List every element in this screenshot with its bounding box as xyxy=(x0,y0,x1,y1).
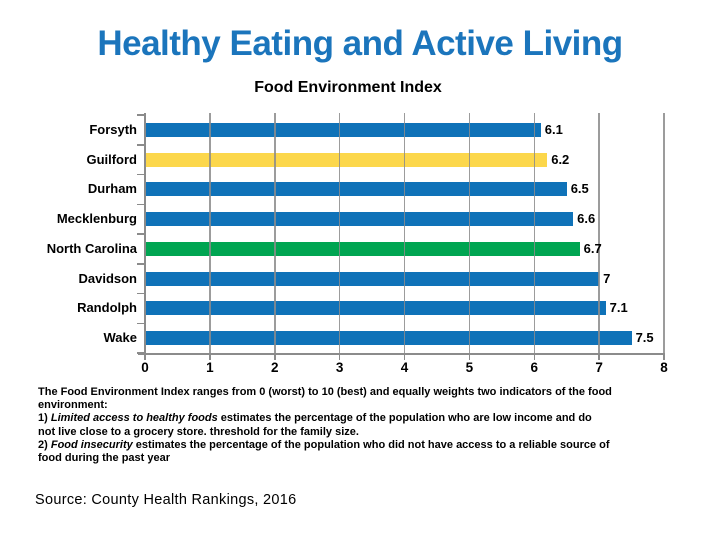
axis-tick xyxy=(663,355,665,360)
footnote-segment: not live close to a grocery store. thres… xyxy=(38,425,359,438)
bar-forsyth xyxy=(145,122,541,137)
category-label: North Carolina xyxy=(46,240,137,256)
bar-north-carolina xyxy=(145,241,580,256)
footnote-line: The Food Environment Index ranges from 0… xyxy=(38,386,693,399)
category-label: Forsyth xyxy=(89,121,137,137)
bar-value-label: 6.5 xyxy=(570,181,589,197)
footnote-line: 1) Limited access to healthy foods estim… xyxy=(38,412,693,425)
gridline xyxy=(533,113,535,355)
gridline xyxy=(598,113,600,355)
axis-tick xyxy=(144,355,146,360)
footnote-segment: The Food Environment Index ranges from 0… xyxy=(38,386,612,398)
bar-wake xyxy=(145,331,632,346)
category-label: Randolph xyxy=(77,300,137,316)
footnote-italic-segment: Food insecurity xyxy=(50,438,133,451)
bar-durham xyxy=(145,182,567,197)
axis-tick xyxy=(137,114,145,116)
category-label: Davidson xyxy=(78,270,137,286)
axis-tick xyxy=(137,263,145,265)
gridline xyxy=(209,113,211,355)
gridline xyxy=(468,113,471,355)
bar-value-label: 6.6 xyxy=(577,211,596,227)
chart-footnote: The Food Environment Index ranges from 0… xyxy=(38,386,693,465)
bar-value-label: 7 xyxy=(603,270,611,286)
bar-value-label: 7.5 xyxy=(635,330,654,346)
source-citation: Source: County Health Rankings, 2016 xyxy=(35,492,297,508)
slide-title: Healthy Eating and Active Living xyxy=(97,24,623,63)
bar-value-label: 6.7 xyxy=(583,240,602,256)
axis-tick xyxy=(137,203,145,205)
category-label: Mecklenburg xyxy=(56,211,137,227)
value-axis-tick-label: 8 xyxy=(660,360,668,375)
footnote-segment: estimates the percentage of the populati… xyxy=(217,412,592,425)
footnote-italic-segment: Limited access to healthy foods xyxy=(50,412,218,425)
chart-title: Food Environment Index xyxy=(254,79,442,96)
value-axis-labels: 0 1 2 3 4 5 6 7 8 xyxy=(141,360,668,378)
axis-tick xyxy=(274,355,276,360)
bar-guilford xyxy=(145,152,548,167)
footnote-segment: environment: xyxy=(38,399,108,412)
axis-tick xyxy=(137,144,145,146)
axis-tick xyxy=(137,322,145,324)
category-label: Guilford xyxy=(86,151,137,167)
axis-tick xyxy=(137,352,145,354)
footnote-line: environment: xyxy=(38,399,693,412)
axis-tick xyxy=(137,173,145,176)
axis-tick xyxy=(403,355,406,360)
value-axis-tick-label: 5 xyxy=(465,360,474,375)
chart-plot-area: 6.1 6.2 6.5 6.6 6.7 7 7.1 7.5 xyxy=(137,113,665,360)
category-label: Durham xyxy=(87,181,137,197)
gridline xyxy=(144,113,146,355)
gridline xyxy=(338,113,341,355)
axis-tick xyxy=(468,355,471,360)
gridline xyxy=(663,113,665,355)
bar-value-label: 6.2 xyxy=(551,151,570,167)
bar-mecklenburg xyxy=(145,212,574,227)
footnote-line: 2) Food insecurity estimates the percent… xyxy=(38,439,693,452)
value-axis-tick-label: 7 xyxy=(595,360,603,375)
bar-randolph xyxy=(145,301,606,316)
footnote-line: not live close to a grocery store. thres… xyxy=(38,426,693,439)
footnote-segment: 1) xyxy=(38,412,51,425)
axis-tick xyxy=(137,233,145,235)
value-axis-tick-label: 2 xyxy=(270,360,279,375)
footnote-segment: estimates the percentage of the populati… xyxy=(132,438,610,451)
bar-value-label: 6.1 xyxy=(544,121,563,137)
bar-value-label: 7.1 xyxy=(609,300,628,316)
value-axis-tick-label: 6 xyxy=(530,360,538,375)
gridline xyxy=(274,113,276,355)
footnote-segment: 2) xyxy=(38,438,51,451)
axis-tick xyxy=(137,292,145,295)
value-axis-tick-label: 1 xyxy=(206,360,214,375)
value-axis-tick-label: 0 xyxy=(141,360,149,375)
axis-tick xyxy=(598,355,600,360)
gridline xyxy=(403,113,406,355)
category-axis-labels: Forsyth Guilford Durham Mecklenburg North Ca… xyxy=(18,115,137,353)
value-axis-tick-label: 3 xyxy=(335,360,344,375)
axis-tick xyxy=(533,355,535,360)
value-axis-tick-label: 4 xyxy=(400,360,409,375)
axis-tick xyxy=(338,355,341,360)
footnote-segment: food during the past year xyxy=(38,452,171,465)
footnote-line: food during the past year xyxy=(38,452,693,465)
value-axis-line xyxy=(138,353,665,355)
category-label: Wake xyxy=(103,330,137,346)
axis-tick xyxy=(209,355,211,360)
bar-davidson xyxy=(145,271,600,286)
